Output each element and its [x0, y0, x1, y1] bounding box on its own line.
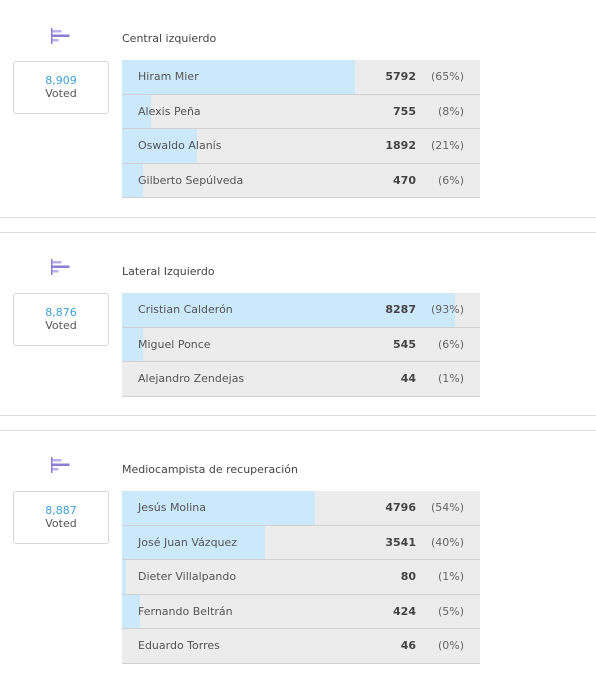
option-name: Alexis Peña: [138, 104, 201, 118]
option-votes: 1892: [385, 139, 416, 152]
bar-chart-icon: [51, 28, 70, 44]
vote-share-bar: [122, 594, 140, 628]
vote-total-count: 8,887: [45, 504, 77, 517]
vote-share-bar: [122, 163, 143, 197]
poll-divider: [0, 217, 596, 218]
poll-option[interactable]: Dieter Villalpando 80 (1%): [122, 560, 480, 595]
option-percent: (6%): [437, 173, 464, 187]
poll-divider: [0, 430, 596, 431]
option-name: Eduardo Torres: [138, 639, 220, 652]
option-name: Gilberto Sepúlveda: [138, 173, 244, 187]
poll-option[interactable]: Cristian Calderón 8287 (93%): [122, 293, 480, 328]
poll-option[interactable]: Fernando Beltrán 424 (5%): [122, 594, 480, 629]
option-votes: 80: [400, 570, 416, 583]
vote-share-bar: [122, 129, 197, 163]
vote-total-box: 8,876 Voted: [13, 293, 109, 346]
option-percent: (93%): [430, 303, 464, 316]
vote-total-label: Voted: [45, 517, 77, 530]
option-votes: 545: [393, 337, 416, 351]
option-votes: 424: [393, 604, 416, 618]
poll-option[interactable]: Oswaldo Alanís 1892 (21%): [122, 129, 480, 164]
poll-title: Central izquierdo: [122, 32, 217, 45]
option-percent: (1%): [437, 570, 464, 583]
vote-total-count: 8,909: [45, 74, 77, 87]
option-name: Hiram Mier: [138, 70, 199, 83]
poll-options: Jesús Molina 4796 (54%) José Juan Vázque…: [122, 491, 480, 664]
bar-chart-icon: [51, 457, 70, 473]
option-percent: (65%): [430, 70, 464, 83]
vote-total-label: Voted: [45, 319, 77, 332]
vote-share-bar: [122, 327, 143, 361]
poll-divider: [0, 232, 596, 233]
option-votes: 3541: [385, 535, 416, 549]
option-votes: 44: [400, 372, 416, 385]
option-votes: 8287: [385, 303, 416, 316]
vote-share-bar: [122, 293, 455, 327]
option-percent: (40%): [430, 535, 464, 549]
option-votes: 5792: [385, 70, 416, 83]
vote-share-bar: [122, 491, 315, 525]
option-votes: 755: [393, 104, 416, 118]
option-name: Cristian Calderón: [138, 303, 233, 316]
poll-option[interactable]: José Juan Vázquez 3541 (40%): [122, 525, 480, 560]
poll-option[interactable]: Jesús Molina 4796 (54%): [122, 491, 480, 526]
poll-title: Mediocampista de recuperación: [122, 463, 298, 476]
option-name: Oswaldo Alanís: [138, 139, 222, 152]
option-votes: 4796: [385, 501, 416, 514]
option-name: José Juan Vázquez: [138, 535, 238, 549]
option-name: Jesús Molina: [138, 501, 206, 514]
vote-total-box: 8,887 Voted: [13, 491, 109, 544]
option-percent: (54%): [430, 501, 464, 514]
top-divider: [0, 0, 596, 1]
option-percent: (8%): [437, 104, 464, 118]
option-name: Fernando Beltrán: [138, 604, 233, 618]
poll-option[interactable]: Eduardo Torres 46 (0%): [122, 629, 480, 664]
vote-share-bar: [122, 60, 355, 94]
option-votes: 470: [393, 173, 416, 187]
poll-option[interactable]: Hiram Mier 5792 (65%): [122, 60, 480, 95]
poll-option[interactable]: Alexis Peña 755 (8%): [122, 94, 480, 129]
option-name: Alejandro Zendejas: [138, 372, 245, 385]
vote-share-bar: [122, 560, 126, 594]
bar-chart-icon: [51, 259, 70, 275]
option-percent: (5%): [437, 604, 464, 618]
poll-divider: [0, 415, 596, 416]
vote-share-bar: [122, 94, 151, 128]
poll-option[interactable]: Miguel Ponce 545 (6%): [122, 327, 480, 362]
poll-option[interactable]: Alejandro Zendejas 44 (1%): [122, 362, 480, 397]
option-name: Miguel Ponce: [138, 337, 211, 351]
poll-options: Hiram Mier 5792 (65%) Alexis Peña 755 (8…: [122, 60, 480, 198]
option-percent: (6%): [437, 337, 464, 351]
vote-total-count: 8,876: [45, 306, 77, 319]
vote-total-box: 8,909 Voted: [13, 61, 109, 114]
option-votes: 46: [400, 639, 416, 652]
poll-option[interactable]: Gilberto Sepúlveda 470 (6%): [122, 163, 480, 198]
option-percent: (21%): [430, 139, 464, 152]
vote-share-bar: [122, 525, 265, 559]
poll-options: Cristian Calderón 8287 (93%) Miguel Ponc…: [122, 293, 480, 397]
vote-total-label: Voted: [45, 87, 77, 100]
poll-title: Lateral Izquierdo: [122, 265, 215, 278]
option-percent: (1%): [437, 372, 464, 385]
option-percent: (0%): [437, 639, 464, 652]
option-name: Dieter Villalpando: [138, 570, 237, 583]
